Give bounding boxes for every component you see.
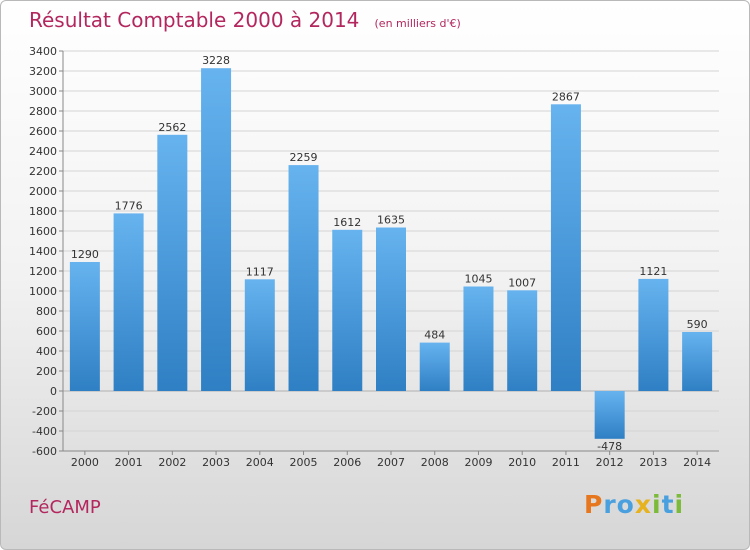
- bar: [69, 262, 100, 391]
- bar-value-label: 1117: [246, 265, 274, 278]
- y-tick-label: 600: [36, 325, 57, 338]
- brand-logo-letter: o: [616, 490, 635, 519]
- bar-value-label: 1290: [71, 248, 99, 261]
- bar-value-label: 484: [424, 329, 445, 342]
- x-tick-label: 2013: [639, 456, 667, 469]
- y-tick-label: 1600: [29, 225, 57, 238]
- x-tick-label: 2001: [115, 456, 143, 469]
- y-tick-label: 800: [36, 305, 57, 318]
- y-tick-label: 1200: [29, 265, 57, 278]
- bar: [376, 227, 406, 391]
- y-tick-label: 1400: [29, 245, 57, 258]
- bar-value-label: 1612: [333, 216, 361, 229]
- x-tick-label: 2005: [290, 456, 318, 469]
- bar: [201, 68, 232, 391]
- y-tick-label: -400: [32, 425, 57, 438]
- y-tick-label: 3200: [29, 65, 57, 78]
- y-tick-label: 2800: [29, 105, 57, 118]
- x-tick-label: 2014: [683, 456, 711, 469]
- y-tick-label: 1000: [29, 285, 57, 298]
- y-tick-label: 3400: [29, 45, 57, 58]
- bar: [244, 279, 275, 391]
- bar-value-label: 1121: [639, 265, 667, 278]
- y-tick-label: 0: [50, 385, 57, 398]
- x-tick-label: 2012: [596, 456, 624, 469]
- brand-logo-letter: P: [584, 490, 604, 519]
- bar: [288, 165, 319, 391]
- y-tick-label: 2400: [29, 145, 57, 158]
- chart-subtitle: (en milliers d'€): [374, 17, 461, 30]
- bar: [157, 134, 188, 392]
- bar: [507, 290, 538, 391]
- chart-title: Résultat Comptable 2000 à 2014: [29, 8, 360, 32]
- x-tick-label: 2004: [246, 456, 274, 469]
- bar: [419, 342, 450, 391]
- y-tick-label: 2200: [29, 165, 57, 178]
- bar-value-label: 2867: [552, 90, 580, 103]
- bar-value-label: 3228: [202, 54, 230, 67]
- bar-value-label: 2259: [290, 151, 318, 164]
- bar-value-label: 1776: [115, 199, 143, 212]
- bar: [463, 286, 494, 391]
- x-tick-label: 2008: [421, 456, 449, 469]
- bar: [113, 213, 144, 391]
- bar: [550, 104, 581, 392]
- bar: [638, 278, 669, 391]
- commune-name: FéCAMP: [29, 497, 101, 518]
- bar-value-label: 1045: [464, 273, 492, 286]
- bar: [682, 332, 713, 391]
- y-tick-label: -200: [32, 405, 57, 418]
- y-tick-label: 400: [36, 345, 57, 358]
- x-tick-label: 2009: [464, 456, 492, 469]
- brand-logo-letter: t: [661, 490, 675, 519]
- brand-logo-letter: r: [603, 490, 617, 519]
- x-tick-label: 2011: [552, 456, 580, 469]
- y-tick-label: 2000: [29, 185, 57, 198]
- chart-title-block: Résultat Comptable 2000 à 2014 (en milli…: [29, 8, 461, 32]
- brand-logo-letter: i: [652, 490, 662, 519]
- brand-logo-letter: i: [674, 490, 685, 519]
- brand-logo-letter: x: [634, 490, 652, 519]
- x-tick-label: 2010: [508, 456, 536, 469]
- x-tick-label: 2003: [202, 456, 230, 469]
- y-tick-label: 1800: [29, 205, 57, 218]
- x-tick-label: 2007: [377, 456, 405, 469]
- y-tick-label: 2600: [29, 125, 57, 138]
- bar-value-label: 590: [687, 318, 708, 331]
- bar-value-label: 1007: [508, 276, 536, 289]
- bar-value-label: 2562: [158, 121, 186, 134]
- bar-value-label: 1635: [377, 214, 405, 227]
- y-tick-label: 3000: [29, 85, 57, 98]
- y-tick-label: 200: [36, 365, 57, 378]
- bar: [332, 229, 363, 391]
- x-tick-label: 2006: [333, 456, 361, 469]
- y-tick-label: -600: [32, 445, 57, 458]
- bar-value-label: -478: [597, 440, 622, 453]
- x-tick-label: 2002: [158, 456, 186, 469]
- bar: [594, 391, 625, 439]
- brand-logo: Proxiti: [584, 490, 684, 519]
- x-tick-label: 2000: [71, 456, 99, 469]
